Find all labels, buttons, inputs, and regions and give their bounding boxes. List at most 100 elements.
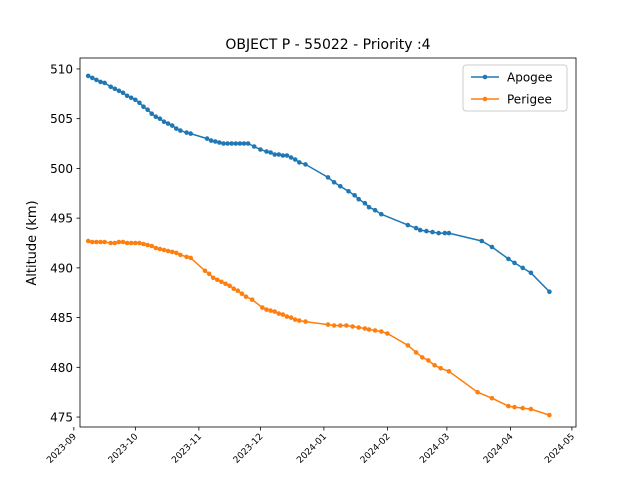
data-point-perigee: [280, 312, 286, 317]
data-point-apogee: [237, 141, 243, 146]
data-point-perigee: [413, 350, 419, 355]
data-point-apogee: [292, 157, 298, 162]
data-point-apogee: [217, 140, 222, 145]
data-point-perigee: [120, 239, 126, 245]
data-point-perigee: [210, 275, 216, 281]
data-point-apogee: [338, 184, 343, 189]
data-point-apogee: [489, 244, 495, 250]
data-point-perigee: [215, 277, 220, 283]
data-point-apogee: [288, 155, 294, 160]
data-point-apogee: [208, 138, 214, 143]
data-point-apogee: [157, 116, 163, 121]
data-point-perigee: [379, 329, 384, 334]
data-point-apogee: [506, 256, 511, 262]
legend-label-perigee: Perigee: [507, 93, 552, 107]
y-tick-label: 500: [50, 162, 73, 176]
x-tick-label: 2024-01: [295, 432, 329, 466]
data-point-perigee: [276, 311, 282, 316]
y-tick-label: 480: [50, 361, 73, 375]
data-point-perigee: [547, 412, 552, 418]
data-point-perigee: [153, 245, 159, 251]
data-point-apogee: [213, 139, 218, 144]
series-line-perigee: [88, 240, 550, 416]
data-point-apogee: [284, 153, 290, 158]
data-point-perigee: [174, 250, 179, 256]
data-point-apogee: [141, 104, 146, 109]
data-point-apogee: [424, 228, 429, 234]
data-point-apogee: [303, 162, 308, 167]
data-point-perigee: [116, 239, 122, 245]
data-point-apogee: [346, 189, 351, 194]
data-point-perigee: [178, 252, 183, 258]
data-point-apogee: [280, 153, 286, 158]
data-point-apogee: [372, 207, 378, 213]
data-point-perigee: [426, 358, 431, 363]
data-point-perigee: [108, 240, 113, 246]
data-point-apogee: [264, 149, 269, 154]
data-point-apogee: [188, 131, 193, 136]
data-point-perigee: [249, 297, 255, 303]
data-point-perigee: [268, 308, 273, 313]
data-point-apogee: [251, 144, 257, 149]
data-point-perigee: [284, 314, 290, 319]
data-point-apogee: [297, 160, 302, 165]
data-point-perigee: [475, 389, 480, 395]
data-point-perigee: [188, 255, 193, 261]
data-point-apogee: [430, 229, 435, 235]
data-point-perigee: [202, 268, 208, 274]
data-point-perigee: [325, 322, 331, 327]
data-point-perigee: [223, 281, 228, 287]
data-point-apogee: [225, 141, 230, 146]
data-point-apogee: [169, 123, 175, 128]
data-point-perigee: [338, 323, 343, 328]
data-point-perigee: [438, 366, 444, 371]
data-point-apogee: [108, 84, 113, 90]
y-tick-label: 475: [50, 411, 73, 425]
data-point-apogee: [479, 238, 485, 244]
x-tick-label: 2023-10: [107, 432, 141, 466]
data-point-perigee: [272, 309, 278, 314]
data-point-perigee: [235, 288, 241, 294]
data-point-perigee: [303, 319, 308, 324]
data-point-apogee: [366, 204, 372, 210]
y-axis-label: Altitude (km): [25, 200, 40, 285]
chart-title: OBJECT P - 55022 - Priority :4: [225, 37, 430, 53]
data-point-perigee: [489, 395, 495, 401]
data-point-perigee: [133, 240, 138, 246]
data-point-apogee: [325, 175, 331, 180]
data-point-perigee: [432, 363, 437, 368]
data-point-apogee: [112, 86, 118, 92]
data-point-perigee: [512, 404, 517, 410]
data-point-apogee: [405, 222, 411, 228]
data-point-apogee: [204, 136, 210, 141]
data-point-perigee: [90, 239, 95, 245]
y-tick-label: 510: [50, 62, 73, 76]
data-point-apogee: [331, 180, 337, 185]
data-point-perigee: [260, 305, 265, 310]
data-point-perigee: [372, 328, 378, 333]
data-point-perigee: [243, 294, 249, 300]
data-point-perigee: [420, 355, 425, 360]
data-point-perigee: [161, 247, 167, 253]
data-point-apogee: [120, 90, 126, 96]
data-point-perigee: [528, 406, 534, 412]
data-point-apogee: [124, 93, 130, 99]
data-point-perigee: [297, 318, 302, 323]
y-tick-label: 495: [50, 212, 73, 226]
data-point-apogee: [149, 111, 154, 116]
data-point-perigee: [227, 283, 232, 289]
data-point-apogee: [512, 260, 517, 266]
x-tick-label: 2024-03: [418, 432, 452, 466]
data-point-apogee: [174, 126, 179, 131]
data-point-perigee: [128, 240, 134, 246]
legend: Apogee Perigee: [462, 64, 568, 112]
data-point-perigee: [165, 248, 171, 254]
data-point-apogee: [102, 80, 107, 86]
y-tick-label: 485: [50, 311, 73, 325]
data-point-perigee: [112, 240, 118, 246]
data-point-perigee: [331, 323, 337, 328]
data-point-apogee: [547, 289, 552, 295]
data-point-apogee: [417, 227, 423, 233]
data-point-apogee: [272, 152, 278, 157]
x-tick-label: 2023-11: [170, 432, 204, 466]
